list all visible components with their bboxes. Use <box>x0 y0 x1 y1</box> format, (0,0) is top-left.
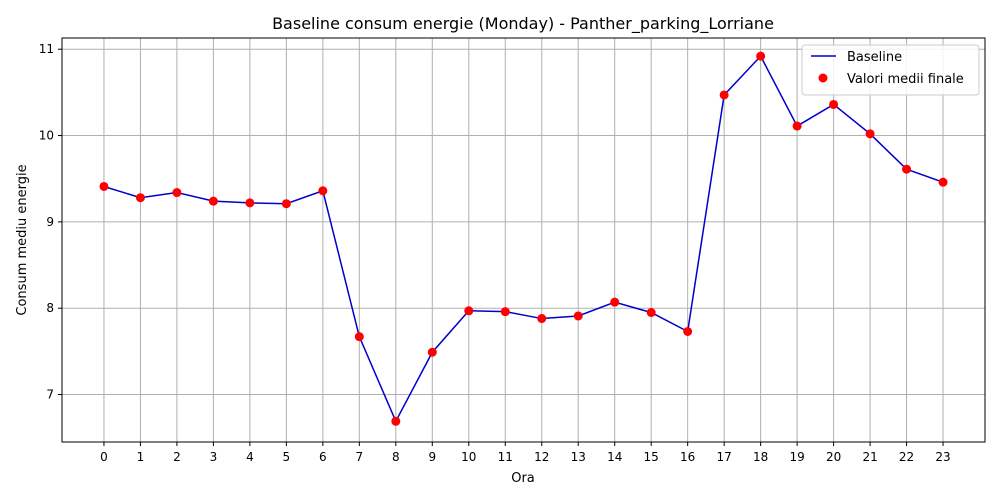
x-tick-label: 14 <box>607 450 622 464</box>
data-point <box>500 307 510 317</box>
x-tick-label: 21 <box>862 450 877 464</box>
data-point <box>537 314 547 324</box>
x-tick-label: 11 <box>498 450 513 464</box>
data-point <box>208 196 218 206</box>
x-tick-label: 6 <box>319 450 327 464</box>
x-tick-label: 22 <box>899 450 914 464</box>
data-point <box>610 297 620 307</box>
x-axis-label: Ora <box>511 471 535 486</box>
series-layer <box>99 51 948 426</box>
data-point <box>354 332 364 342</box>
data-point <box>683 327 693 337</box>
x-tick-label: 3 <box>210 450 218 464</box>
data-point <box>865 129 875 139</box>
x-tick-label: 2 <box>173 450 181 464</box>
y-tick-label: 11 <box>39 42 54 56</box>
data-point <box>756 51 766 61</box>
data-point <box>902 164 912 174</box>
x-tick-label: 17 <box>717 450 732 464</box>
legend: Baseline Valori medii finale <box>801 44 980 96</box>
y-tick-label: 10 <box>39 129 54 143</box>
x-tick-label: 5 <box>283 450 291 464</box>
legend-entry-valori: Valori medii finale <box>847 72 964 87</box>
series-line-baseline <box>103 54 944 424</box>
data-point <box>281 199 291 209</box>
data-point <box>391 416 401 426</box>
x-tick-label: 13 <box>571 450 586 464</box>
x-tick-label: 10 <box>461 450 476 464</box>
x-tick-label: 12 <box>534 450 549 464</box>
data-point <box>99 181 109 191</box>
x-tick-label: 18 <box>753 450 768 464</box>
data-point <box>464 306 474 316</box>
grid-layer <box>62 38 985 442</box>
data-point <box>938 177 948 187</box>
x-tick-label: 16 <box>680 450 695 464</box>
x-tick-label: 15 <box>644 450 659 464</box>
tick-layer: 0 1 2 3 4 5 6 7 8 9 10 11 12 13 14 15 16 17 18 19 20 21 22 2378… <box>39 42 951 464</box>
x-tick-label: 1 <box>137 450 145 464</box>
data-point <box>573 311 583 321</box>
y-axis-label: Consum mediu energie <box>15 164 30 315</box>
x-tick-label: 19 <box>789 450 804 464</box>
legend-box <box>801 44 980 96</box>
data-point <box>792 121 802 131</box>
x-tick-label: 9 <box>428 450 436 464</box>
legend-marker-swatch <box>818 73 828 83</box>
x-tick-label: 0 <box>100 450 108 464</box>
x-tick-label: 23 <box>935 450 950 464</box>
x-tick-label: 4 <box>246 450 254 464</box>
x-tick-label: 8 <box>392 450 400 464</box>
x-tick-label: 20 <box>826 450 841 464</box>
data-point <box>646 308 656 318</box>
data-point <box>829 99 839 109</box>
data-point <box>135 193 145 203</box>
data-point <box>245 198 255 208</box>
chart-title: Baseline consum energie (Monday) - Panth… <box>272 14 774 34</box>
data-point <box>427 347 437 357</box>
data-point <box>318 186 328 196</box>
legend-entry-baseline: Baseline <box>847 50 902 65</box>
data-point <box>719 90 729 100</box>
data-point <box>172 188 182 198</box>
plot-frame <box>61 37 986 443</box>
y-tick-label: 7 <box>46 388 54 402</box>
y-tick-label: 8 <box>46 301 54 315</box>
x-tick-label: 7 <box>356 450 364 464</box>
y-tick-label: 9 <box>46 215 54 229</box>
